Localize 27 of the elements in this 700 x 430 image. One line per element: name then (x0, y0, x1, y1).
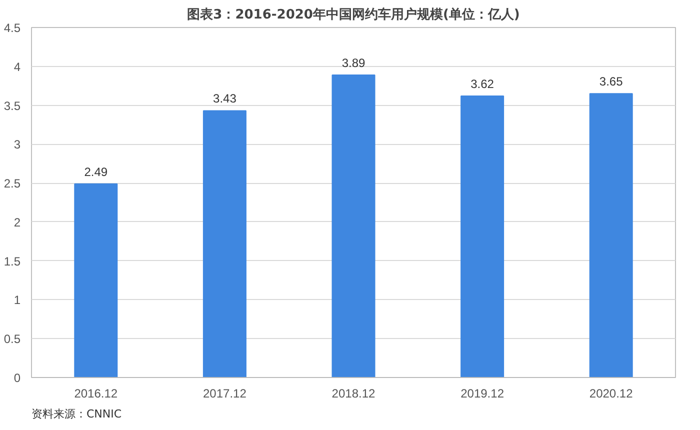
bar (202, 110, 246, 378)
y-tick-label: 4.5 (4, 21, 21, 35)
x-tick-label: 2018.12 (332, 386, 376, 400)
data-label: 3.62 (470, 76, 494, 91)
data-label: 3.89 (342, 56, 366, 70)
bar (332, 74, 376, 378)
x-tick-label: 2019.12 (460, 386, 504, 400)
y-tick-label: 0 (14, 371, 21, 385)
bar (460, 95, 504, 378)
y-tick-label: 1 (14, 293, 21, 308)
y-tick-label: 3 (14, 138, 21, 152)
x-tick-label: 2016.12 (74, 386, 118, 400)
data-label: 2.49 (84, 164, 108, 179)
y-tick-label: 3.5 (4, 98, 21, 113)
text: 资料来源：CNNIC (32, 408, 122, 420)
data-label: 3.43 (213, 92, 237, 106)
x-tick-label: 2017.12 (203, 386, 247, 400)
bar (589, 93, 633, 378)
y-tick-label: 1.5 (4, 254, 21, 268)
data-label: 3.65 (599, 74, 624, 89)
x-tick-label: 2020.12 (589, 386, 634, 400)
y-tick-label: 4 (14, 60, 21, 74)
y-tick-label: 2.5 (4, 176, 21, 191)
chart-title: 图表3：2016-2020年中国网约车用户规模(单位：亿人) (187, 6, 520, 22)
bar (74, 183, 118, 378)
y-tick-label: 2 (14, 215, 21, 230)
y-tick-label: 0.5 (4, 332, 21, 346)
